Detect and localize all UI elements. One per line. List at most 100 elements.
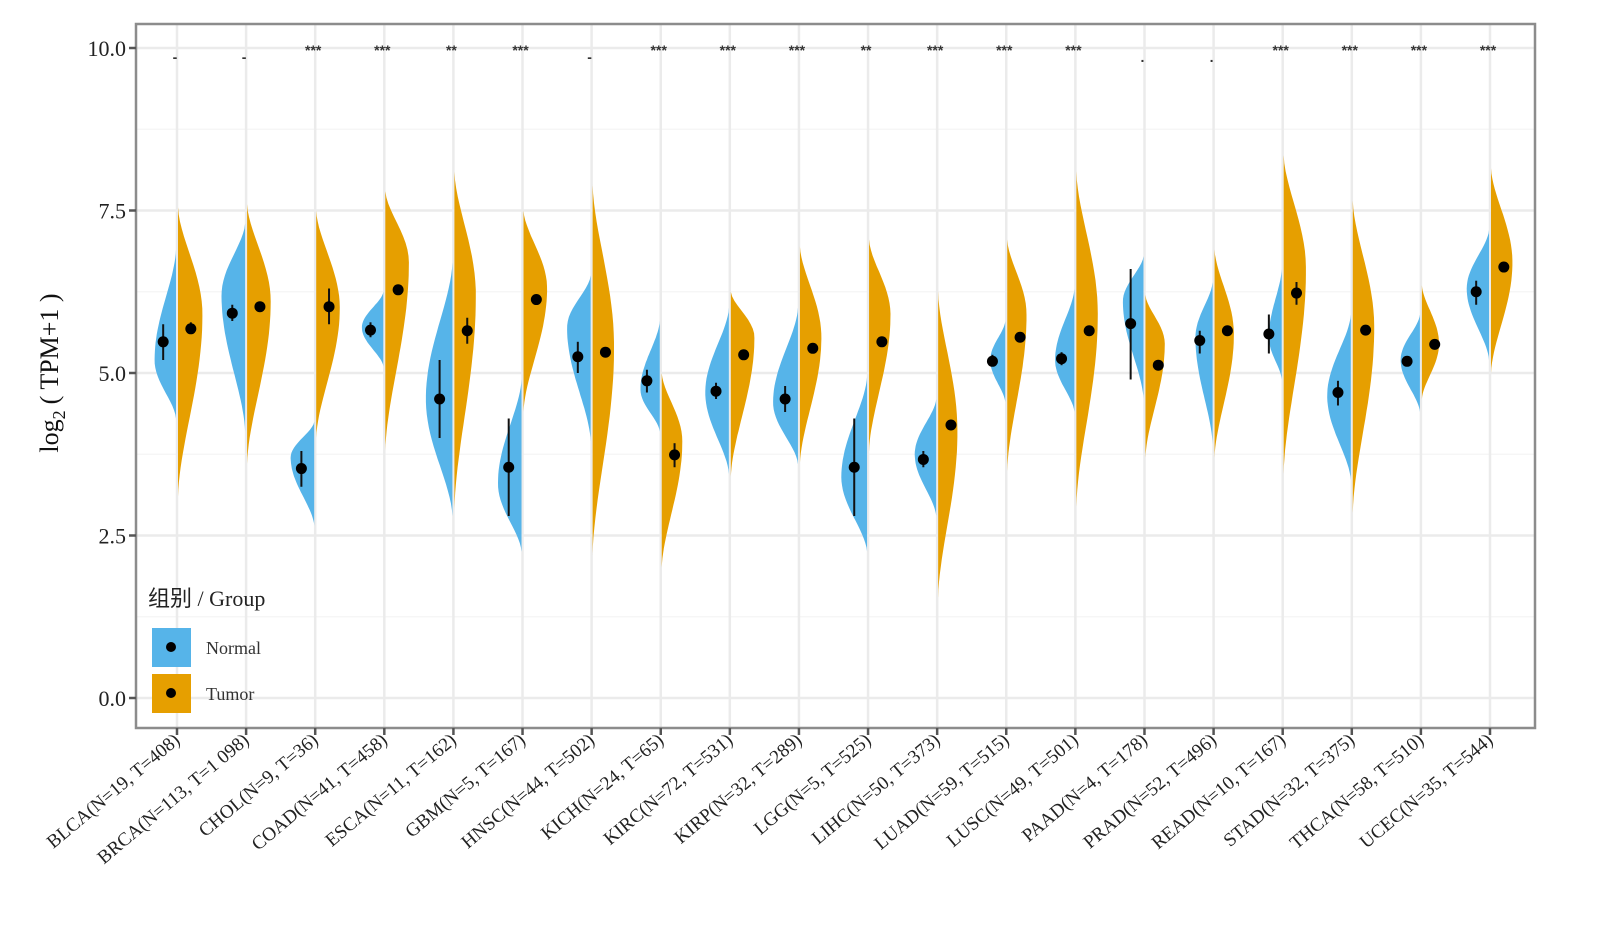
- median-point-normal-16: [1263, 328, 1275, 340]
- y-tick-label: 2.5: [99, 524, 127, 549]
- significance-label-15: .: [1210, 49, 1214, 65]
- significance-label-6: -: [587, 49, 592, 65]
- violin-tumor-6: [592, 184, 614, 555]
- violin-tumor-11: [938, 291, 958, 598]
- significance-label-7: ***: [651, 42, 668, 58]
- median-point-normal-5: [503, 461, 515, 473]
- median-point-normal-18: [1401, 355, 1413, 367]
- median-point-tumor-16: [1291, 287, 1303, 299]
- y-axis-title-rest: ( TPM+1 ): [35, 293, 64, 404]
- median-point-tumor-13: [1083, 325, 1095, 337]
- grid-lines: [136, 24, 1535, 728]
- violin-tumor-14: [1145, 295, 1165, 458]
- median-point-normal-19: [1470, 286, 1482, 298]
- y-tick-label: 5.0: [99, 361, 127, 386]
- median-point-tumor-12: [1014, 331, 1026, 343]
- significance-label-16: ***: [1273, 42, 1290, 58]
- significance-label-17: ***: [1342, 42, 1359, 58]
- median-point-tumor-15: [1221, 325, 1233, 337]
- median-point-normal-13: [1056, 353, 1068, 365]
- violin-tumor-2: [316, 210, 340, 438]
- violin-tumor-5: [523, 210, 548, 412]
- significance-label-0: -: [173, 49, 178, 65]
- legend-label-tumor: Tumor: [206, 684, 254, 704]
- significance-label-3: ***: [374, 42, 391, 58]
- violin-normal-0: [154, 249, 176, 419]
- significance-label-19: ***: [1480, 42, 1497, 58]
- significance-label-9: ***: [789, 42, 806, 58]
- median-point-normal-4: [434, 393, 446, 405]
- violin-normal-16: [1268, 269, 1282, 380]
- violin-normal-13: [1055, 288, 1075, 412]
- legend-title: 组别 / Group: [148, 586, 265, 611]
- violin-tumor-15: [1214, 249, 1234, 458]
- median-point-tumor-6: [599, 346, 611, 358]
- median-point-tumor-4: [461, 325, 473, 337]
- violins-layer: [154, 155, 1513, 598]
- y-tick-label: 0.0: [99, 686, 127, 711]
- median-point-tumor-7: [669, 449, 681, 461]
- violin-tumor-0: [178, 207, 203, 497]
- y-axis-title-base: log: [35, 419, 64, 452]
- legend-key-normal-point: [166, 642, 176, 652]
- legend-key-tumor-point: [166, 688, 176, 698]
- median-point-tumor-9: [807, 342, 819, 354]
- median-point-normal-2: [295, 463, 307, 475]
- violin-tumor-16: [1283, 155, 1306, 474]
- median-point-tumor-0: [185, 323, 197, 335]
- median-point-normal-6: [572, 351, 584, 363]
- median-point-normal-14: [1125, 318, 1137, 330]
- median-point-normal-11: [917, 453, 929, 465]
- median-point-tumor-11: [945, 419, 957, 431]
- significance-labels: - - *** *** ** *** - *** *** *** ** *** *** ***.. *** *…: [173, 42, 1497, 65]
- median-point-normal-7: [641, 375, 653, 387]
- median-point-tumor-17: [1360, 324, 1372, 336]
- median-point-normal-9: [779, 393, 791, 405]
- median-point-normal-3: [364, 324, 376, 336]
- median-point-tumor-19: [1498, 261, 1510, 273]
- median-point-tumor-1: [254, 301, 266, 313]
- y-axis-title-subscript: 2: [49, 410, 69, 419]
- y-tick-label: 10.0: [88, 36, 127, 61]
- significance-label-4: **: [446, 42, 457, 58]
- significance-label-18: ***: [1411, 42, 1428, 58]
- median-point-normal-1: [226, 307, 238, 319]
- y-tick-label: 7.5: [99, 199, 127, 224]
- significance-label-12: ***: [996, 42, 1013, 58]
- violin-normal-7: [640, 321, 660, 432]
- significance-label-1: -: [242, 49, 247, 65]
- y-axis: 0.0 2.5 5.0 7.5 10.0: [88, 36, 136, 711]
- violin-tumor-7: [661, 373, 683, 568]
- median-point-normal-10: [848, 461, 860, 473]
- significance-label-11: ***: [927, 42, 944, 58]
- significance-label-14: .: [1141, 49, 1145, 65]
- median-point-tumor-5: [530, 294, 542, 306]
- median-point-normal-0: [157, 336, 169, 348]
- significance-label-5: ***: [512, 42, 529, 58]
- median-point-normal-12: [986, 355, 998, 367]
- legend-label-normal: Normal: [206, 638, 261, 658]
- violin-tumor-17: [1352, 200, 1375, 513]
- summary-points-layer: [157, 261, 1510, 516]
- median-point-normal-15: [1194, 335, 1206, 346]
- violin-normal-1: [221, 223, 246, 432]
- violin-tumor-13: [1076, 171, 1098, 507]
- violin-tumor-12: [1007, 239, 1027, 471]
- median-point-tumor-8: [738, 349, 750, 361]
- significance-label-2: ***: [305, 42, 322, 58]
- y-axis-title: log2 ( TPM+1 ): [35, 293, 69, 452]
- median-point-tumor-18: [1429, 338, 1441, 350]
- violin-tumor-1: [247, 204, 271, 464]
- violin-tumor-4: [454, 171, 476, 510]
- significance-label-8: ***: [720, 42, 737, 58]
- violin-tumor-9: [799, 246, 822, 464]
- plot-panel-border: [134, 22, 1537, 730]
- median-point-tumor-10: [876, 336, 888, 348]
- median-point-tumor-14: [1152, 359, 1164, 371]
- median-point-tumor-2: [323, 301, 335, 313]
- significance-label-13: ***: [1065, 42, 1082, 58]
- violin-tumor-8: [730, 291, 755, 477]
- violin-tumor-3: [385, 191, 409, 451]
